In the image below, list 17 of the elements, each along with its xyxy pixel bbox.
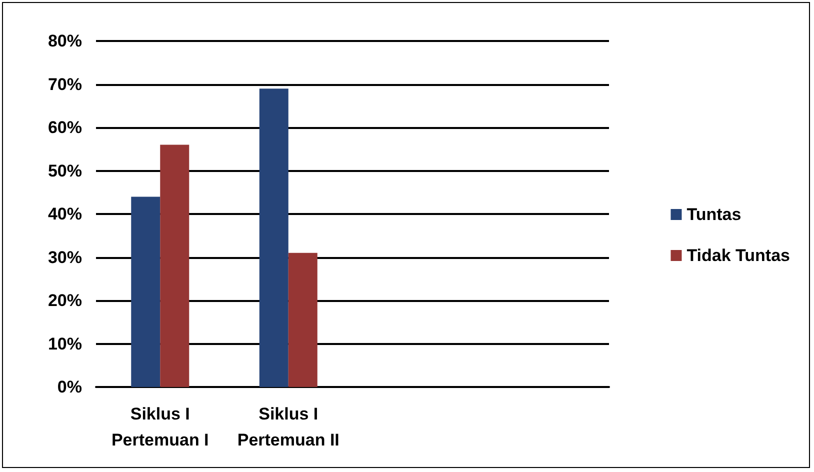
x-tick-label: Siklus I Pertemuan II (237, 404, 340, 450)
legend-label: Tuntas (686, 205, 742, 224)
y-tick-label: 80% (48, 32, 82, 50)
y-tick-label: 70% (48, 74, 82, 94)
y-tick-label: 0% (57, 378, 82, 396)
legend-label: Tidak Tuntas (686, 246, 790, 265)
y-tick-label: 10% (48, 334, 82, 354)
bar (259, 88, 288, 387)
x-tick-label: Siklus I Pertemuan I (111, 404, 209, 450)
bar (160, 144, 190, 387)
y-tick-label: 60% (48, 118, 82, 137)
y-tick-label: 20% (48, 291, 82, 310)
bar (131, 196, 160, 387)
bar (288, 252, 318, 387)
y-tick-label: 40% (48, 204, 82, 224)
y-tick-label: 50% (48, 161, 82, 180)
y-tick-label: 30% (48, 248, 82, 267)
